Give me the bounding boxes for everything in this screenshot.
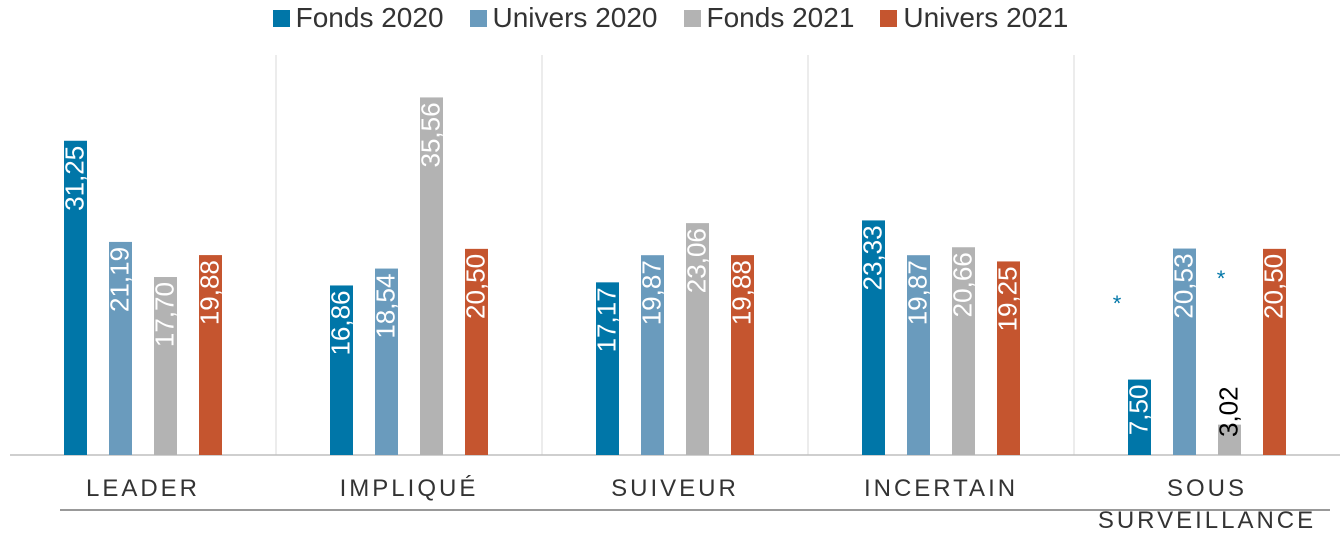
x-tick-label: SUIVEUR [611,475,739,502]
bar [997,261,1020,455]
legend-item: Fonds 2021 [683,2,855,34]
value-label: 23,33 [857,225,887,290]
x-tick-label: LEADER [85,475,201,502]
value-label: 20,50 [460,254,490,319]
value-label: 18,54 [370,274,400,339]
legend-item: Univers 2021 [880,2,1068,34]
value-label: 19,88 [194,260,224,325]
bar [952,247,975,455]
value-label: 19,87 [636,260,666,325]
legend-label: Fonds 2020 [295,2,444,33]
value-label: 20,50 [1258,254,1288,319]
bar [420,97,443,456]
value-label: 16,86 [325,290,355,355]
bar [641,255,664,455]
legend-item: Univers 2020 [469,2,658,34]
x-tick-label: IMPLIQUÉ [339,475,479,502]
bar [596,282,619,455]
legend-swatch [880,9,898,27]
value-label: 31,25 [59,146,89,211]
bar [1218,424,1241,455]
bar [109,241,132,455]
x-tick-label: INCERTAIN [863,475,1019,502]
legend-swatch [469,9,487,27]
value-label: 20,53 [1168,254,1198,319]
legend-swatch [272,9,290,27]
value-label: 3,02 [1213,386,1243,437]
legend: Fonds 2020 Univers 2020 Fonds 2021 Univers … [0,2,1341,34]
bar [465,248,488,455]
bar [375,268,398,455]
bar [1128,379,1151,455]
value-label: 7,50 [1123,385,1153,436]
annotation: * [1113,291,1122,316]
annotation: * [1217,266,1226,291]
x-tick-label: SOUS SURVEILLANCE [1097,475,1317,533]
legend-swatch [683,9,701,27]
bar [862,220,885,455]
bar [330,285,353,455]
legend-label: Univers 2021 [903,2,1069,33]
legend-label: Univers 2020 [492,2,658,33]
bar [1263,248,1286,455]
legend-label: Fonds 2021 [706,2,855,33]
value-label: 23,06 [681,228,711,293]
bar [686,223,709,455]
bar [64,140,87,455]
value-label: 20,66 [947,252,977,317]
value-label: 19,25 [992,266,1022,331]
value-label: 17,70 [149,282,179,347]
bar [907,255,930,455]
bar [154,277,177,455]
value-label: 19,87 [902,260,932,325]
value-label: 17,17 [591,287,621,352]
bar [199,255,222,455]
value-label: 19,88 [726,260,756,325]
bar [1173,248,1196,455]
value-label: 21,19 [104,247,134,312]
bar [731,255,754,455]
legend-item: Fonds 2020 [272,2,444,34]
value-label: 35,56 [415,102,445,167]
